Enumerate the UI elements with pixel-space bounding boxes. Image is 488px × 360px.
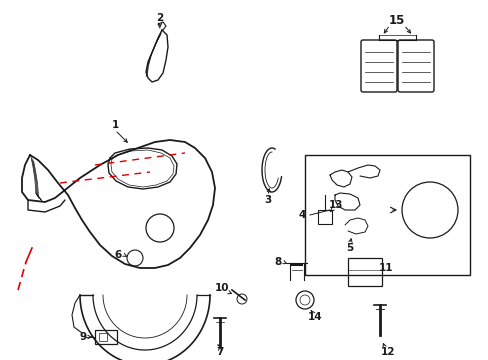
Text: 12: 12: [380, 347, 394, 357]
Text: 15: 15: [388, 14, 405, 27]
Bar: [317, 210, 331, 224]
Text: 4: 4: [298, 210, 305, 220]
Text: 5: 5: [346, 243, 353, 253]
Text: 8: 8: [274, 257, 281, 267]
Text: 1: 1: [111, 120, 119, 130]
Text: 10: 10: [214, 283, 229, 293]
Bar: [95, 330, 117, 344]
Text: 6: 6: [114, 250, 122, 260]
Text: 14: 14: [307, 312, 322, 322]
Text: 3: 3: [264, 195, 271, 205]
Text: 2: 2: [156, 13, 163, 23]
Text: 13: 13: [328, 200, 343, 210]
Text: 11: 11: [378, 263, 392, 273]
Bar: [99, 333, 107, 341]
Bar: [347, 258, 381, 286]
Text: 7: 7: [216, 347, 223, 357]
Bar: [305, 155, 469, 275]
Text: 9: 9: [79, 332, 86, 342]
